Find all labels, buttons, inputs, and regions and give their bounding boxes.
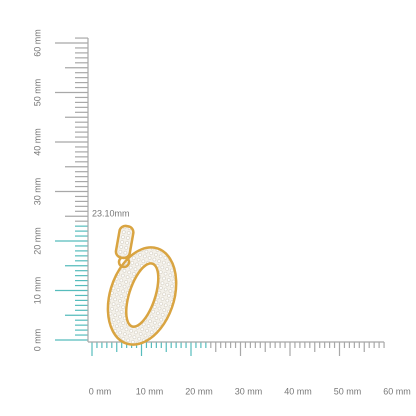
vertical-ruler-label: 20 mm: [32, 227, 42, 255]
bail: [114, 224, 135, 260]
rulers: 0 mm 10 mm 20 mm 30 mm 40 mm 50 mm 60 mm 0 mm 10…: [32, 29, 410, 396]
vertical-ruler-label: 60 mm: [32, 29, 42, 57]
vertical-ruler-label: 50 mm: [32, 79, 42, 107]
pendant: [106, 224, 178, 346]
horizontal-ruler-label: 40 mm: [284, 386, 312, 396]
letter-o: [106, 246, 178, 346]
dimension-label: 23.10mm: [92, 208, 130, 218]
vertical-ruler-label: 40 mm: [32, 128, 42, 156]
horizontal-ruler-label: 20 mm: [185, 386, 213, 396]
horizontal-ruler-label: 50 mm: [334, 386, 362, 396]
horizontal-ruler-label: 0 mm: [89, 386, 112, 396]
vertical-ruler-label: 30 mm: [32, 178, 42, 206]
horizontal-ruler-label: 60 mm: [383, 386, 411, 396]
vertical-ruler-label: 10 mm: [32, 277, 42, 305]
vertical-ruler-label: 0 mm: [32, 329, 42, 352]
horizontal-ruler-label: 10 mm: [136, 386, 164, 396]
horizontal-ruler-label: 30 mm: [235, 386, 263, 396]
